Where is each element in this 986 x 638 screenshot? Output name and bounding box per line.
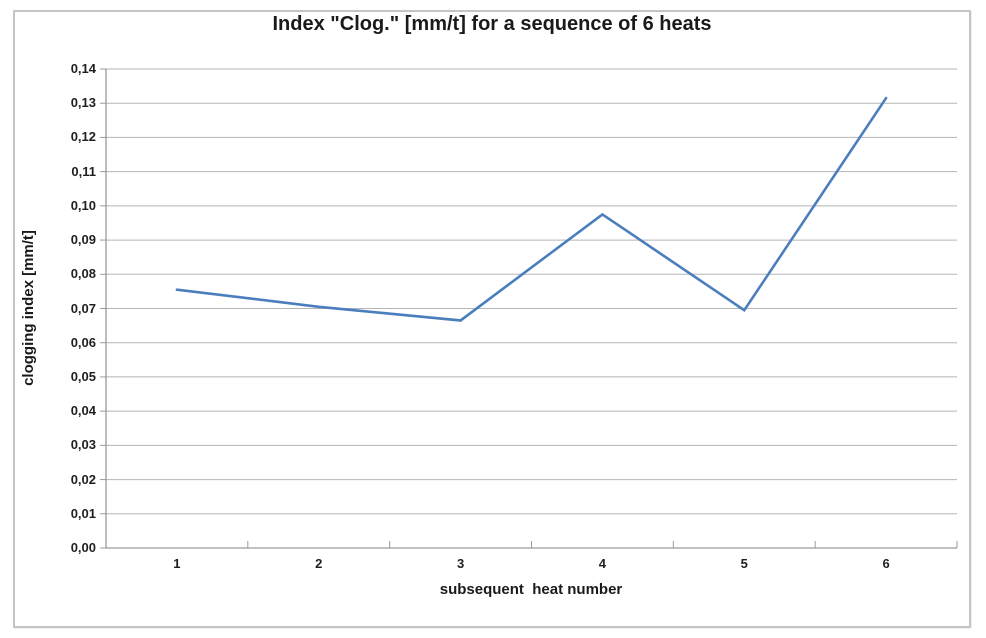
- y-tick-label: 0,09: [70, 232, 96, 248]
- x-tick-label: 2: [315, 556, 323, 571]
- y-tick-label: 0,03: [70, 437, 96, 453]
- y-tick-label: 0,02: [70, 471, 96, 487]
- y-tick-label: 0,11: [71, 163, 96, 179]
- series-line: [175, 96, 888, 322]
- y-tick-label: 0,13: [70, 95, 96, 111]
- y-tick-label: 0,01: [70, 505, 96, 521]
- chart-title: Index "Clog." [mm/t] for a sequence of 6…: [272, 13, 712, 35]
- y-tick-label: 0,08: [70, 266, 96, 282]
- x-tick-label: 6: [882, 556, 890, 571]
- y-tick-label: 0,07: [70, 300, 96, 316]
- y-tick-label: 0,06: [70, 334, 96, 350]
- y-tick-label: 0,12: [70, 129, 96, 145]
- y-axis-title: clogging index [mm/t]: [20, 230, 37, 386]
- x-axis-title: subsequent heat number: [439, 581, 623, 598]
- x-tick-label: 4: [598, 556, 607, 571]
- y-tick-label: 0,10: [70, 197, 96, 213]
- x-tick-label: 3: [456, 556, 465, 571]
- y-tick-label: 0,00: [70, 540, 96, 555]
- x-tick-label: 1: [173, 556, 181, 571]
- y-tick-label: 0,05: [70, 368, 96, 384]
- chart-frame: [13, 10, 971, 628]
- y-tick-label: 0,04: [70, 403, 96, 419]
- x-tick-label: 5: [740, 556, 748, 571]
- y-tick-label: 0,14: [70, 61, 96, 76]
